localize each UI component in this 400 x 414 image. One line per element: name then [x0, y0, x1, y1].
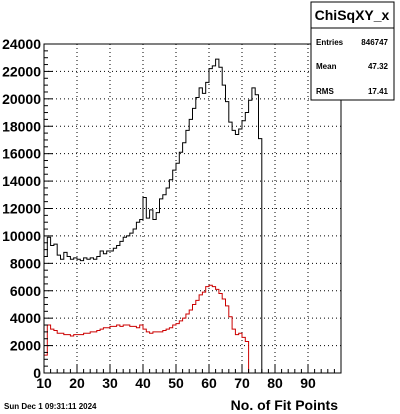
histogram-bin: [186, 314, 189, 373]
histogram-bin: [123, 325, 126, 373]
histogram-bin: [229, 317, 232, 373]
histogram-bin: [80, 335, 83, 373]
histogram-bin: [235, 335, 238, 373]
histogram-bin: [51, 329, 54, 373]
histogram-bin: [179, 321, 182, 373]
series-layer: [44, 58, 341, 374]
histogram-bin: [100, 329, 103, 373]
stats-rms-value: 17.41: [368, 87, 389, 96]
y-tick-label: 0: [33, 365, 41, 381]
histogram-bin: [199, 295, 202, 373]
x-tick-label: 70: [234, 375, 250, 391]
x-tick-label: 40: [135, 375, 151, 391]
y-tick-label: 16000: [2, 146, 41, 162]
histogram-bin: [245, 113, 248, 373]
y-tick-label: 10000: [2, 228, 41, 244]
histogram-bin: [67, 335, 70, 373]
histogram-series-0: [44, 58, 341, 374]
histogram-bin: [196, 300, 199, 373]
histogram-bin: [70, 336, 73, 373]
histogram-bin: [163, 331, 166, 373]
stats-box-frame: [310, 1, 395, 101]
histogram-bin: [120, 326, 123, 373]
histogram-bin: [183, 318, 186, 373]
x-tick-label: 80: [267, 375, 283, 391]
histogram-bin: [146, 332, 149, 373]
histogram-bin: [189, 310, 192, 373]
y-tick-label: 14000: [2, 173, 41, 189]
histogram-bin: [150, 333, 153, 373]
histogram-bin: [113, 326, 116, 373]
histogram-bin: [153, 332, 156, 373]
histogram-bin: [245, 341, 248, 373]
histogram-bin: [226, 306, 229, 373]
stats-box-title: ChiSqXY_x: [315, 7, 390, 23]
histogram-bin: [193, 304, 196, 373]
histogram-line-0: [44, 58, 341, 374]
histogram-bin: [259, 139, 262, 373]
stats-rms-label: RMS: [316, 87, 334, 96]
histogram-bin: [61, 333, 64, 373]
histogram-bin: [84, 333, 87, 373]
y-tick-label: 18000: [2, 118, 41, 134]
timestamp: Sun Dec 1 09:31:11 2024: [4, 402, 97, 411]
stats-entries-value: 846747: [361, 38, 388, 47]
stats-mean-value: 47.32: [368, 62, 389, 71]
histogram-bin: [249, 100, 252, 373]
stats-mean-label: Mean: [316, 62, 337, 71]
histogram-bin: [222, 299, 225, 373]
y-tick-label: 6000: [10, 283, 41, 299]
histogram-bin: [160, 332, 163, 373]
y-tick-label: 12000: [2, 201, 41, 217]
histogram-bin: [133, 326, 136, 373]
stats-box: ChiSqXY_x Entries 846747 Mean 47.32 RMS …: [310, 1, 395, 101]
histogram-bin: [169, 328, 172, 373]
histogram-bin: [166, 329, 169, 373]
x-tick-label: 60: [201, 375, 217, 391]
histogram-bin: [216, 289, 219, 373]
x-tick-label: 10: [36, 375, 52, 391]
x-tick-label: 90: [300, 375, 316, 391]
histogram-bin: [156, 332, 159, 373]
y-tick-label: 24000: [2, 36, 41, 52]
histogram-bin: [87, 333, 90, 373]
axis-ticks: 10 20 30 40 50 60 70 80 90 0 2000 4000 6000 8000 10000…: [2, 36, 335, 391]
histogram-bin: [90, 332, 93, 373]
histogram-bin: [206, 287, 209, 373]
histogram-bin: [130, 326, 133, 373]
y-tick-label: 4000: [10, 310, 41, 326]
y-tick-label: 20000: [2, 91, 41, 107]
histogram-bin: [64, 335, 67, 373]
y-tick-label: 2000: [10, 338, 41, 354]
histogram-bin: [103, 328, 106, 373]
y-tick-label: 8000: [10, 255, 41, 271]
x-tick-label: 20: [69, 375, 85, 391]
histogram-bin: [97, 331, 100, 373]
histogram-bin: [117, 325, 120, 373]
x-axis-title: No. of Fit Points: [231, 397, 339, 413]
histogram-bin: [136, 328, 139, 373]
x-tick-label: 50: [168, 375, 184, 391]
histogram-bin: [94, 332, 97, 373]
stats-entries-label: Entries: [316, 38, 344, 47]
histogram-bin: [212, 287, 215, 373]
histogram-bin: [127, 325, 130, 373]
histogram-bin: [202, 292, 205, 373]
histogram-bin: [54, 331, 57, 373]
histogram-bin: [209, 285, 212, 373]
x-tick-label: 30: [102, 375, 118, 391]
histogram-bin: [219, 293, 222, 373]
y-tick-label: 22000: [2, 63, 41, 79]
histogram-bin: [255, 95, 258, 373]
histogram-bin: [252, 88, 255, 373]
histogram-bin: [232, 329, 235, 373]
histogram-bin: [57, 333, 60, 373]
